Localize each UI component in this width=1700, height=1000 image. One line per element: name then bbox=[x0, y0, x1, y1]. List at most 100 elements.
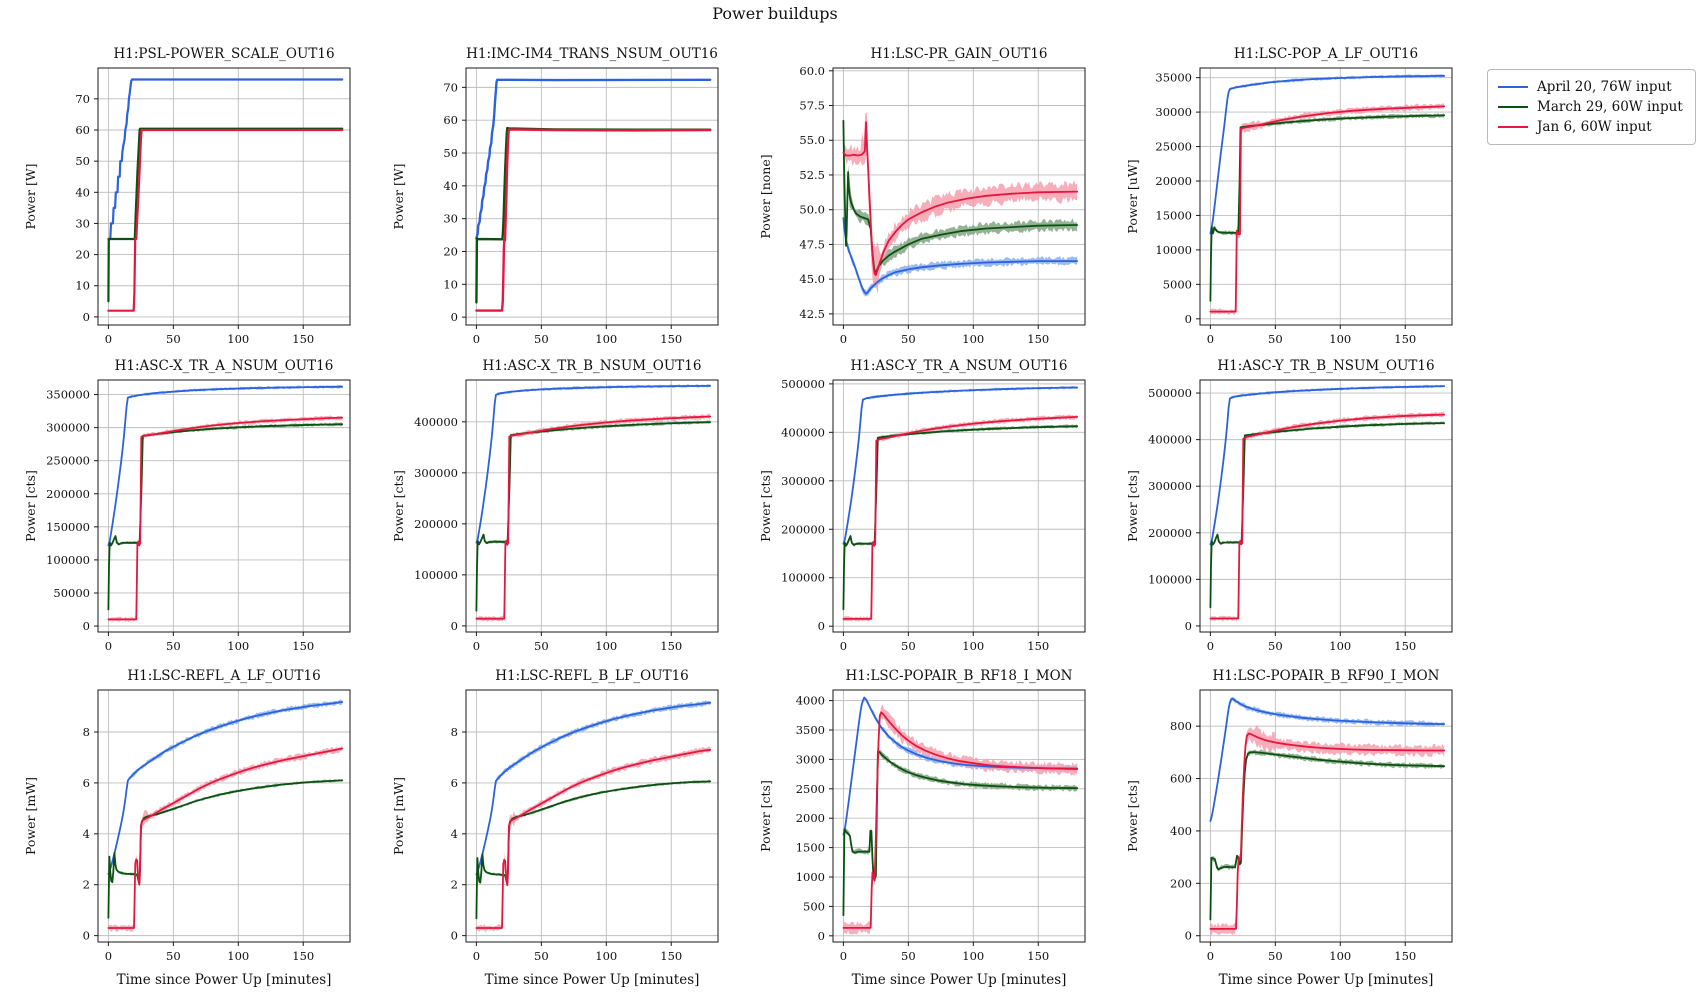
y-tick-label: 3000 bbox=[796, 752, 825, 766]
series-line bbox=[842, 696, 1079, 836]
y-tick-label: 1500 bbox=[796, 841, 825, 855]
series-line bbox=[107, 701, 344, 875]
x-tick-label: 0 bbox=[105, 639, 112, 653]
y-tick-label: 500000 bbox=[781, 377, 825, 391]
legend-item: April 20, 76W input bbox=[1498, 77, 1683, 97]
y-axis-label: Power [W] bbox=[391, 163, 406, 229]
y-tick-label: 8 bbox=[451, 725, 458, 739]
legend-item: Jan 6, 60W input bbox=[1498, 117, 1683, 137]
series-band bbox=[476, 420, 711, 613]
y-tick-label: 400 bbox=[1170, 824, 1192, 838]
series-line bbox=[1209, 114, 1446, 302]
series-band bbox=[108, 745, 343, 932]
legend-label: March 29, 60W input bbox=[1537, 99, 1683, 115]
subplot-H1:LSC-PR_GAIN_OUT16: 0 50 100 150 42.5 45.0 47.5 50.0 52.5 55.0 57.5 60.… bbox=[758, 46, 1086, 346]
y-tick-label: 50 bbox=[443, 146, 458, 160]
x-tick-label: 50 bbox=[166, 949, 181, 963]
x-axis-label: Time since Power Up [minutes] bbox=[485, 972, 700, 988]
y-tick-label: 4 bbox=[83, 827, 90, 841]
x-tick-label: 150 bbox=[1027, 639, 1049, 653]
y-tick-label: 50000 bbox=[53, 586, 90, 600]
y-tick-label: 100000 bbox=[781, 571, 825, 585]
series-line bbox=[842, 217, 1079, 295]
y-axis-label: Power [cts] bbox=[1125, 780, 1140, 852]
x-axis-label: Time since Power Up [minutes] bbox=[1219, 972, 1434, 988]
legend-label: April 20, 76W input bbox=[1537, 79, 1672, 95]
y-axis-label: Power [cts] bbox=[758, 470, 773, 542]
y-tick-label: 0 bbox=[83, 310, 90, 324]
y-tick-label: 6 bbox=[83, 776, 90, 790]
y-tick-label: 1000 bbox=[796, 870, 825, 884]
subplot-H1:ASC-Y_TR_B_NSUM_OUT16: 0 50 100 150 0 100000 200000 300000 400000 500000… bbox=[1125, 358, 1453, 653]
subplot-H1:ASC-X_TR_B_NSUM_OUT16: 0 50 100 150 0 100000 200000 300000 400000 H1:ASC… bbox=[391, 358, 719, 653]
y-tick-label: 0 bbox=[451, 310, 458, 324]
x-tick-label: 150 bbox=[292, 332, 314, 346]
y-tick-label: 0 bbox=[451, 929, 458, 943]
subplot-H1:LSC-REFL_B_LF_OUT16: 0 50 100 150 0 2 4 6 8 H1:LSC-REFL_B_LF_OUT16 Powe… bbox=[391, 668, 719, 988]
series-line bbox=[107, 423, 344, 611]
subplot-title: H1:LSC-REFL_B_LF_OUT16 bbox=[495, 668, 689, 684]
x-tick-label: 0 bbox=[840, 639, 847, 653]
y-tick-label: 400000 bbox=[1148, 433, 1192, 447]
series-band bbox=[1210, 384, 1445, 547]
subplot-title: H1:LSC-POP_A_LF_OUT16 bbox=[1234, 46, 1418, 62]
x-tick-label: 100 bbox=[1329, 639, 1351, 653]
y-tick-label: 45.0 bbox=[799, 272, 825, 286]
subplot-title: H1:ASC-Y_TR_A_NSUM_OUT16 bbox=[850, 358, 1067, 374]
y-tick-label: 0 bbox=[451, 619, 458, 633]
x-tick-label: 150 bbox=[660, 639, 682, 653]
y-tick-label: 400000 bbox=[781, 425, 825, 439]
y-tick-label: 300000 bbox=[781, 474, 825, 488]
legend: April 20, 76W input March 29, 60W input … bbox=[1487, 69, 1696, 145]
series-line bbox=[107, 128, 344, 312]
x-tick-label: 0 bbox=[840, 332, 847, 346]
y-tick-label: 600 bbox=[1170, 772, 1192, 786]
subplot-title: H1:LSC-PR_GAIN_OUT16 bbox=[870, 46, 1047, 62]
x-tick-label: 0 bbox=[105, 332, 112, 346]
x-tick-label: 0 bbox=[105, 949, 112, 963]
series-line bbox=[475, 701, 712, 876]
series-line bbox=[475, 748, 712, 929]
y-tick-label: 0 bbox=[83, 619, 90, 633]
series-line bbox=[107, 416, 344, 621]
y-axis-label: Power [cts] bbox=[1125, 470, 1140, 542]
y-axis-label: Power [mW] bbox=[391, 777, 406, 855]
y-tick-label: 500000 bbox=[1148, 386, 1192, 400]
series-line bbox=[475, 780, 712, 920]
series-line bbox=[475, 421, 712, 612]
x-tick-label: 150 bbox=[1394, 949, 1416, 963]
y-tick-label: 200000 bbox=[781, 522, 825, 536]
subplot-title: H1:ASC-X_TR_B_NSUM_OUT16 bbox=[483, 358, 702, 374]
series-band bbox=[108, 699, 343, 877]
series-band bbox=[476, 413, 711, 622]
y-tick-label: 5000 bbox=[1163, 277, 1192, 291]
series-band bbox=[108, 422, 343, 612]
subplot-title: H1:LSC-POPAIR_B_RF90_I_MON bbox=[1213, 668, 1440, 684]
series-band bbox=[843, 424, 1078, 612]
y-tick-label: 0 bbox=[1185, 312, 1192, 326]
x-tick-label: 0 bbox=[1207, 949, 1214, 963]
subplot-H1:ASC-X_TR_A_NSUM_OUT16: 0 50 100 150 0 50000 100000 150000 200000 250000 3… bbox=[23, 358, 351, 653]
y-axis-label: Power [uW] bbox=[1125, 159, 1140, 233]
x-tick-label: 50 bbox=[901, 639, 916, 653]
y-tick-label: 350000 bbox=[46, 388, 90, 402]
x-tick-label: 100 bbox=[1329, 332, 1351, 346]
y-tick-label: 300000 bbox=[46, 421, 90, 435]
x-tick-label: 100 bbox=[227, 639, 249, 653]
series-line bbox=[842, 386, 1079, 545]
y-tick-label: 10 bbox=[75, 279, 90, 293]
y-tick-label: 15000 bbox=[1155, 208, 1192, 222]
subplot-title: H1:LSC-POPAIR_B_RF18_I_MON bbox=[846, 668, 1073, 684]
y-tick-label: 100000 bbox=[1148, 572, 1192, 586]
y-tick-label: 42.5 bbox=[799, 307, 825, 321]
x-tick-label: 150 bbox=[292, 639, 314, 653]
legend-line-icon bbox=[1498, 126, 1528, 128]
x-axis-label: Time since Power Up [minutes] bbox=[117, 972, 332, 988]
series-band bbox=[1210, 112, 1445, 303]
y-tick-label: 6 bbox=[451, 776, 458, 790]
x-tick-label: 150 bbox=[1394, 332, 1416, 346]
subplot-title: H1:IMC-IM4_TRANS_NSUM_OUT16 bbox=[466, 46, 718, 62]
x-tick-label: 0 bbox=[1207, 332, 1214, 346]
x-tick-label: 50 bbox=[1268, 639, 1283, 653]
